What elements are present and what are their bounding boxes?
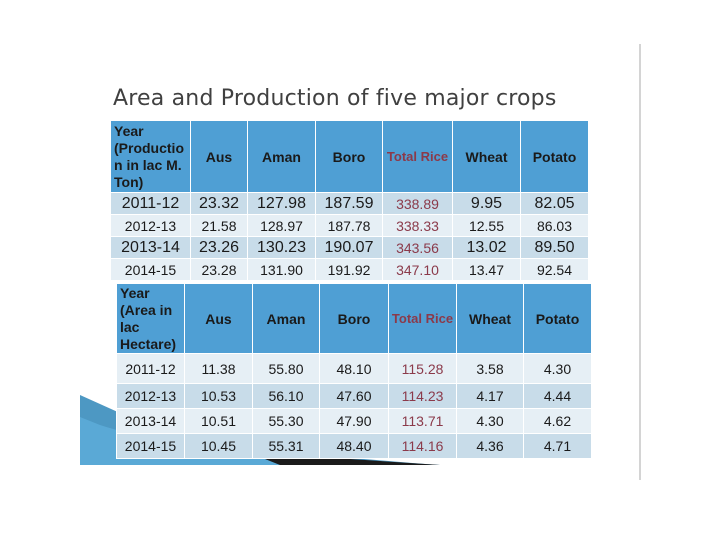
table-cell: 23.32 [190,192,248,215]
table-cell: 55.31 [252,433,320,459]
slide-divider-line [639,44,641,480]
production-aus-header: Aus [190,120,248,193]
table-row: 2014-15 10.45 55.31 48.40 114.16 4.36 4.… [116,433,592,459]
table-cell: 89.50 [520,236,589,259]
table-cell: 115.28 [388,353,457,384]
slide-title: Area and Production of five major crops [113,86,557,111]
table-cell: 2013-14 [110,236,191,259]
table-cell: 2014-15 [116,433,185,459]
area-table: Year (Area in lac Hectare) Aus Aman Boro… [116,283,592,459]
production-total-rice-header: Total Rice [382,120,453,193]
area-year-header: Year (Area in lac Hectare) [116,283,185,354]
table-cell: 4.44 [523,383,592,409]
table-cell: 2012-13 [110,214,191,237]
area-aman-header: Aman [252,283,320,354]
table-cell: 48.10 [319,353,389,384]
table-cell: 92.54 [520,258,589,281]
table-cell: 11.38 [184,353,253,384]
table-cell: 13.02 [452,236,521,259]
table-cell: 4.30 [523,353,592,384]
table-cell: 12.55 [452,214,521,237]
table-cell: 130.23 [247,236,316,259]
production-potato-header: Potato [520,120,589,193]
table-cell: 82.05 [520,192,589,215]
table-row: 2013-14 10.51 55.30 47.90 113.71 4.30 4.… [116,408,592,434]
area-boro-header: Boro [319,283,389,354]
table-cell: 190.07 [315,236,383,259]
table-cell: 2011-12 [116,353,185,384]
table-row: 2014-15 23.28 131.90 191.92 347.10 13.47… [110,258,589,281]
table-cell: 343.56 [382,236,453,259]
table-cell: 4.62 [523,408,592,434]
production-boro-header: Boro [315,120,383,193]
table-cell: 55.30 [252,408,320,434]
table-cell: 347.10 [382,258,453,281]
table-cell: 9.95 [452,192,521,215]
area-total-rice-header: Total Rice [388,283,457,354]
table-cell: 4.30 [456,408,524,434]
area-aus-header: Aus [184,283,253,354]
table-cell: 10.45 [184,433,253,459]
table-cell: 127.98 [247,192,316,215]
area-header-row: Year (Area in lac Hectare) Aus Aman Boro… [116,283,592,354]
table-cell: 338.89 [382,192,453,215]
table-cell: 56.10 [252,383,320,409]
table-cell: 47.90 [319,408,389,434]
table-cell: 21.58 [190,214,248,237]
table-cell: 48.40 [319,433,389,459]
table-cell: 10.53 [184,383,253,409]
table-cell: 338.33 [382,214,453,237]
table-cell: 2011-12 [110,192,191,215]
table-cell: 2013-14 [116,408,185,434]
table-cell: 86.03 [520,214,589,237]
table-cell: 23.26 [190,236,248,259]
table-row: 2012-13 10.53 56.10 47.60 114.23 4.17 4.… [116,383,592,409]
table-cell: 13.47 [452,258,521,281]
table-cell: 2012-13 [116,383,185,409]
table-cell: 3.58 [456,353,524,384]
table-cell: 2014-15 [110,258,191,281]
area-wheat-header: Wheat [456,283,524,354]
table-cell: 187.78 [315,214,383,237]
production-wheat-header: Wheat [452,120,521,193]
table-cell: 187.59 [315,192,383,215]
area-potato-header: Potato [523,283,592,354]
production-aman-header: Aman [247,120,316,193]
table-row: 2011-12 23.32 127.98 187.59 338.89 9.95 … [110,192,589,215]
table-row: 2012-13 21.58 128.97 187.78 338.33 12.55… [110,214,589,237]
production-year-header: Year (Productio n in lac M. Ton) [110,120,191,193]
table-cell: 114.16 [388,433,457,459]
production-table: Year (Productio n in lac M. Ton) Aus Ama… [110,120,589,281]
production-header-row: Year (Productio n in lac M. Ton) Aus Ama… [110,120,589,193]
table-cell: 113.71 [388,408,457,434]
table-row: 2013-14 23.26 130.23 190.07 343.56 13.02… [110,236,589,259]
table-cell: 128.97 [247,214,316,237]
table-cell: 4.17 [456,383,524,409]
table-row: 2011-12 11.38 55.80 48.10 115.28 3.58 4.… [116,353,592,384]
table-cell: 55.80 [252,353,320,384]
table-cell: 10.51 [184,408,253,434]
table-cell: 23.28 [190,258,248,281]
table-cell: 114.23 [388,383,457,409]
table-cell: 131.90 [247,258,316,281]
table-cell: 4.71 [523,433,592,459]
table-cell: 191.92 [315,258,383,281]
table-cell: 4.36 [456,433,524,459]
table-cell: 47.60 [319,383,389,409]
